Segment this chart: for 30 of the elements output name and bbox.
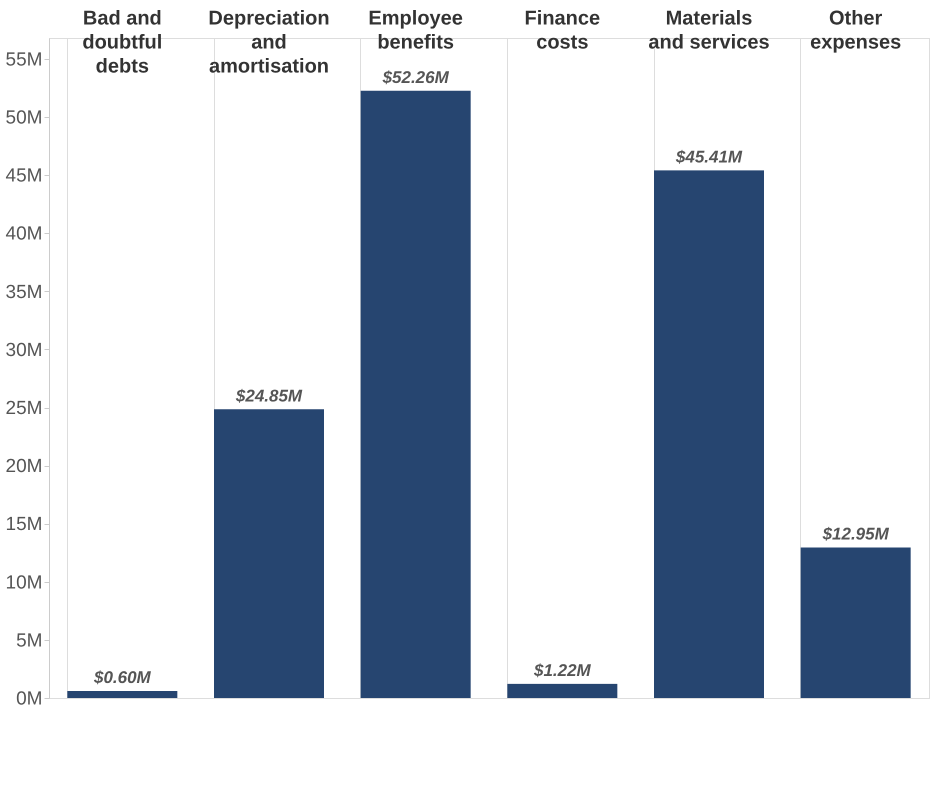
y-tick-label: 30M [6, 340, 42, 361]
data-label: $45.41M [674, 147, 743, 166]
y-tick-label: 50M [6, 108, 42, 129]
y-tick-label: 5M [16, 630, 42, 652]
y-tick-label: 25M [6, 398, 42, 420]
x-tick-label: Other expenses [810, 8, 902, 54]
bar [67, 691, 178, 698]
x-tick-label: Materials and services [648, 8, 770, 54]
y-tick-label: 45M [6, 166, 42, 187]
data-label: $52.26M [382, 68, 450, 87]
y-tick-label: 35M [6, 282, 42, 303]
x-tick-label: Depreciation and amortisation [208, 8, 330, 78]
y-tick-label: 40M [6, 224, 42, 245]
bar [654, 170, 764, 698]
y-tick-label: 15M [6, 514, 42, 536]
data-label: $24.85M [234, 386, 303, 406]
y-tick-label: 10M [6, 572, 42, 594]
bar [214, 409, 324, 698]
x-tick-label: Employee benefits [368, 8, 463, 54]
y-tick-label: 0M [16, 688, 42, 710]
x-tick-label: Finance costs [524, 8, 600, 54]
y-tick-label: 55M [6, 49, 42, 70]
data-label: $1.22M [532, 660, 592, 680]
x-tick-label: Bad and doubtful debts [82, 8, 162, 78]
bar [360, 90, 471, 698]
bar [800, 548, 911, 698]
y-tick-label: 20M [6, 456, 42, 478]
data-label: $0.60M [92, 668, 152, 688]
bar [507, 684, 618, 698]
data-label: $12.95M [822, 524, 890, 544]
